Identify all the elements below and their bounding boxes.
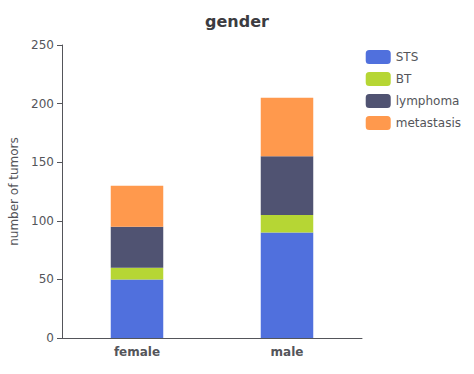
svg-text:metastasis: metastasis [396,116,461,130]
svg-text:0: 0 [46,331,54,345]
svg-text:lymphoma: lymphoma [396,94,460,108]
svg-text:100: 100 [31,214,54,228]
svg-text:250: 250 [31,38,54,52]
svg-text:BT: BT [396,72,412,86]
svg-text:gender: gender [205,12,269,31]
svg-text:female: female [114,345,160,359]
svg-text:150: 150 [31,155,54,169]
svg-text:male: male [271,345,304,359]
svg-text:200: 200 [31,97,54,111]
svg-text:STS: STS [396,50,419,64]
svg-text:50: 50 [39,272,54,286]
svg-text:number of tumors: number of tumors [7,137,21,246]
